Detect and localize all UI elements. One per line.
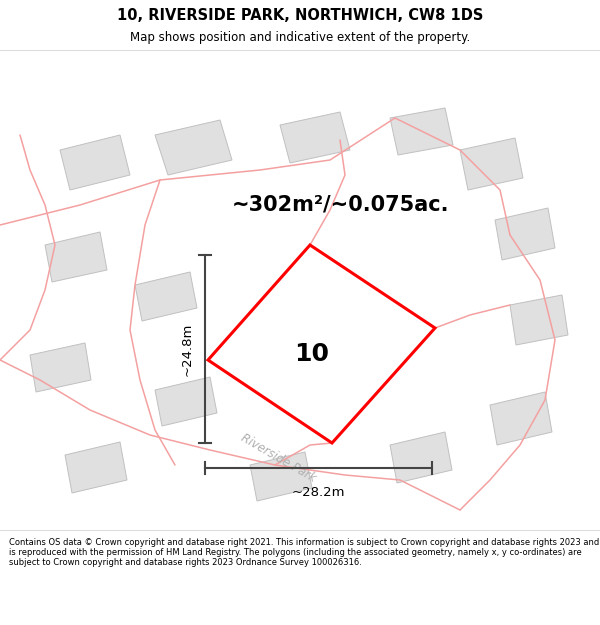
Polygon shape — [495, 208, 555, 260]
Polygon shape — [155, 377, 217, 426]
Text: Map shows position and indicative extent of the property.: Map shows position and indicative extent… — [130, 31, 470, 44]
Text: Riverside Park: Riverside Park — [238, 431, 318, 485]
Text: 10, RIVERSIDE PARK, NORTHWICH, CW8 1DS: 10, RIVERSIDE PARK, NORTHWICH, CW8 1DS — [117, 8, 483, 22]
Polygon shape — [208, 245, 435, 443]
Polygon shape — [155, 120, 232, 175]
Polygon shape — [65, 442, 127, 493]
Polygon shape — [250, 452, 312, 501]
Polygon shape — [45, 232, 107, 282]
Text: 10: 10 — [294, 342, 329, 366]
Polygon shape — [135, 272, 197, 321]
Polygon shape — [60, 135, 130, 190]
Polygon shape — [390, 108, 453, 155]
Text: ~24.8m: ~24.8m — [181, 322, 193, 376]
Polygon shape — [460, 138, 523, 190]
Polygon shape — [490, 392, 552, 445]
Polygon shape — [30, 343, 91, 392]
Text: ~28.2m: ~28.2m — [292, 486, 345, 499]
Text: Contains OS data © Crown copyright and database right 2021. This information is : Contains OS data © Crown copyright and d… — [9, 538, 599, 568]
Polygon shape — [510, 295, 568, 345]
Polygon shape — [390, 432, 452, 483]
Polygon shape — [280, 112, 350, 163]
Text: ~302m²/~0.075ac.: ~302m²/~0.075ac. — [231, 195, 449, 215]
